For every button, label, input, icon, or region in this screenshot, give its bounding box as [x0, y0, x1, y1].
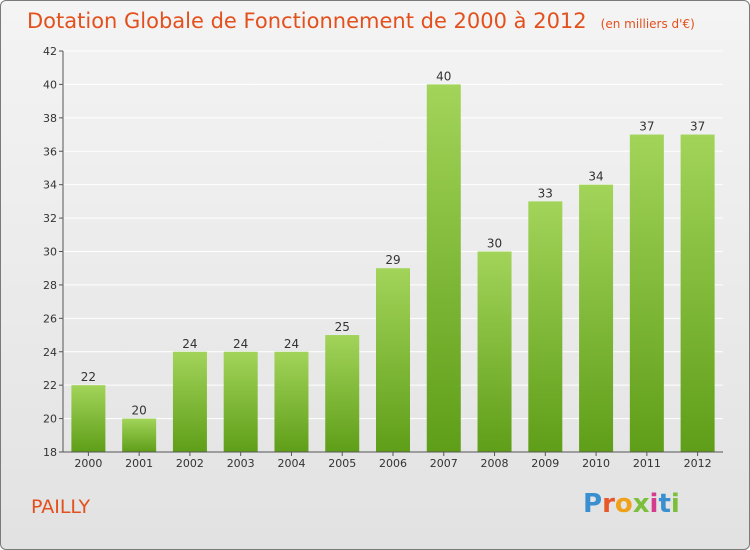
y-tick-label: 40 — [43, 78, 57, 91]
x-tick-label: 2001 — [125, 457, 153, 470]
bar-2003 — [223, 351, 258, 452]
x-tick-label: 2003 — [227, 457, 255, 470]
data-label: 33 — [538, 186, 553, 200]
y-tick-label: 24 — [43, 346, 57, 359]
x-tick-label: 2008 — [481, 457, 509, 470]
bar-2012 — [680, 134, 715, 452]
logo-letter: i — [649, 489, 659, 519]
place-name: PAILLY — [31, 496, 91, 518]
bar-2000 — [71, 385, 106, 452]
y-tick-label: 38 — [43, 112, 57, 125]
chart-title: Dotation Globale de Fonctionnement de 20… — [27, 9, 695, 33]
bar-2009 — [528, 201, 563, 452]
data-label: 20 — [132, 404, 147, 418]
data-label: 24 — [182, 337, 197, 351]
bar-2007 — [426, 84, 461, 453]
x-tick-label: 2005 — [328, 457, 356, 470]
data-label: 22 — [81, 370, 96, 384]
data-label: 30 — [487, 237, 502, 251]
data-label: 24 — [233, 337, 248, 351]
y-tick-label: 34 — [43, 179, 57, 192]
data-label: 25 — [335, 320, 350, 334]
data-label: 24 — [284, 337, 299, 351]
x-tick-label: 2009 — [531, 457, 559, 470]
bar-2004 — [274, 351, 309, 452]
bar-2008 — [477, 251, 512, 452]
data-labels: 22 20 24 24 24 25 29 40 30 33 34 37 37 — [81, 69, 706, 417]
bar-2005 — [325, 335, 360, 452]
bars — [71, 84, 715, 453]
bar-2011 — [629, 134, 664, 452]
y-tick-label: 22 — [43, 379, 57, 392]
y-tick-label: 20 — [43, 413, 57, 426]
y-tick-label: 42 — [43, 45, 57, 58]
bar-2010 — [579, 184, 614, 452]
bar-2001 — [122, 418, 157, 452]
chart-title-text: Dotation Globale de Fonctionnement de 20… — [27, 9, 587, 33]
logo-letter: x — [632, 489, 650, 519]
data-label: 40 — [436, 69, 451, 83]
y-tick-label: 18 — [43, 446, 57, 459]
x-tick-label: 2007 — [430, 457, 458, 470]
logo-letter: r — [602, 489, 615, 519]
bar-2002 — [172, 351, 207, 452]
x-tick-label: 2012 — [684, 457, 712, 470]
proxiti-logo: Proxiti — [583, 489, 680, 519]
y-tick-label: 32 — [43, 212, 57, 225]
bar-2006 — [376, 268, 410, 452]
y-tick-label: 26 — [43, 312, 57, 325]
data-label: 37 — [690, 120, 705, 134]
x-tick-label: 2010 — [582, 457, 610, 470]
y-tick-label: 28 — [43, 279, 57, 292]
chart-subtitle: (en milliers d'€) — [600, 17, 695, 31]
x-tick-label: 2004 — [277, 457, 305, 470]
y-tick-label: 36 — [43, 145, 57, 158]
y-tick-label: 30 — [43, 246, 57, 259]
x-tick-label: 2002 — [176, 457, 204, 470]
x-tick-label: 2006 — [379, 457, 407, 470]
logo-letter: t — [658, 489, 671, 519]
x-tick-label: 2000 — [74, 457, 102, 470]
logo-letter: P — [583, 489, 603, 519]
x-tick-label: 2011 — [633, 457, 661, 470]
data-label: 34 — [588, 170, 603, 184]
data-label: 37 — [639, 120, 654, 134]
data-label: 29 — [385, 253, 400, 267]
logo-letter: o — [614, 489, 633, 519]
logo-letter: i — [670, 489, 680, 519]
axes: 18 20 22 24 26 28 30 32 34 36 38 40 42 2000 2001 2002 20… — [43, 45, 723, 470]
